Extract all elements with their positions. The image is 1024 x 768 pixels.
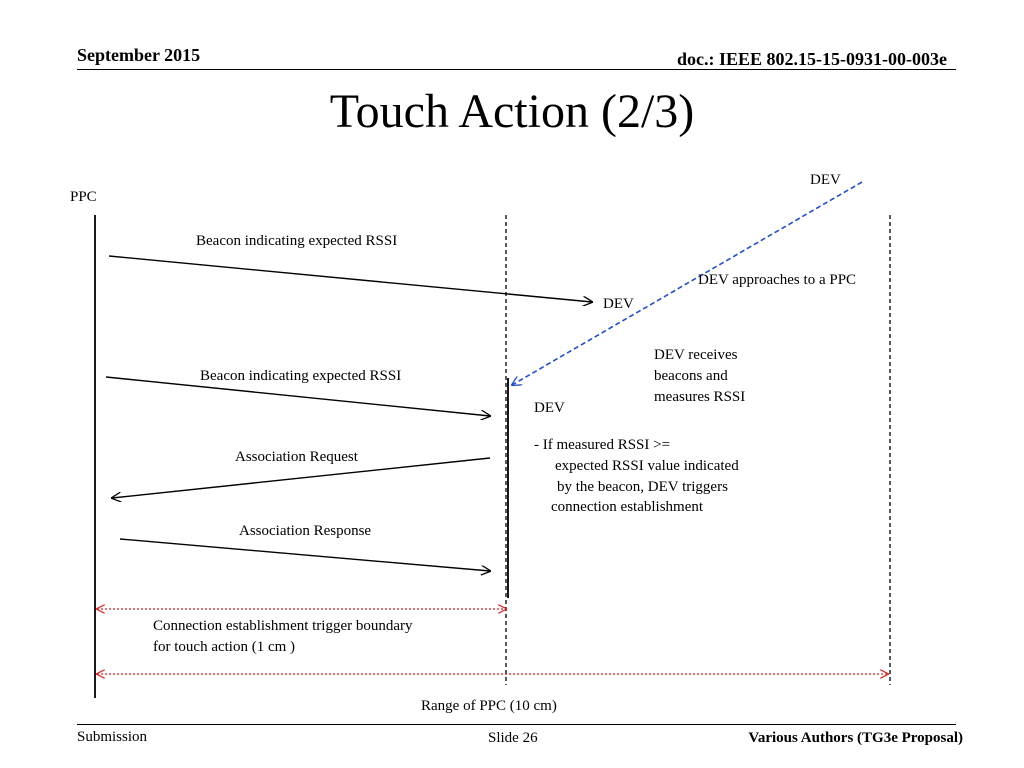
- footer-authors: Various Authors (TG3e Proposal): [748, 730, 963, 746]
- beacon-arrow-2: [105, 376, 490, 416]
- footer-submission: Submission: [77, 729, 148, 745]
- header-date: September 2015: [77, 45, 201, 65]
- beacon-label-2: Beacon indicating expected RSSI: [200, 368, 402, 384]
- ppc-label: PPC: [70, 189, 97, 205]
- condition-note-line-4: connection establishment: [551, 499, 704, 515]
- header-rule: [77, 69, 956, 70]
- dev-mid-label: DEV: [603, 296, 634, 312]
- condition-note-line-2: expected RSSI value indicated: [555, 458, 739, 474]
- receives-note-line-1: DEV receives: [654, 347, 738, 363]
- boundary-label-line-1: Connection establishment trigger boundar…: [153, 618, 413, 634]
- association-request-arrow: [112, 457, 491, 498]
- slide-title: Touch Action (2/3): [329, 85, 695, 138]
- receives-note-line-3: measures RSSI: [654, 389, 746, 405]
- condition-note-line-3: by the beacon, DEV triggers: [557, 479, 728, 495]
- footer-slide-number: Slide 26: [488, 730, 538, 746]
- approach-label: DEV approaches to a PPC: [698, 272, 857, 288]
- receives-note-line-2: beacons and: [654, 368, 728, 384]
- association-response-arrow: [119, 538, 490, 571]
- approach-arrow: [512, 181, 863, 385]
- dev-near-label: DEV: [534, 400, 565, 416]
- condition-note-line-1: - If measured RSSI >=: [534, 437, 671, 453]
- range-label: Range of PPC (10 cm): [421, 698, 557, 714]
- beacon-label-1: Beacon indicating expected RSSI: [196, 233, 398, 249]
- association-request-label: Association Request: [235, 449, 358, 465]
- association-response-label: Association Response: [239, 523, 372, 539]
- beacon-arrow-1: [108, 255, 592, 302]
- boundary-label-line-2: for touch action (1 cm ): [153, 639, 296, 655]
- dev-top-label: DEV: [810, 172, 841, 188]
- header-doc-id: doc.: IEEE 802.15-15-0931-00-003e: [677, 49, 947, 69]
- footer-rule: [77, 724, 956, 725]
